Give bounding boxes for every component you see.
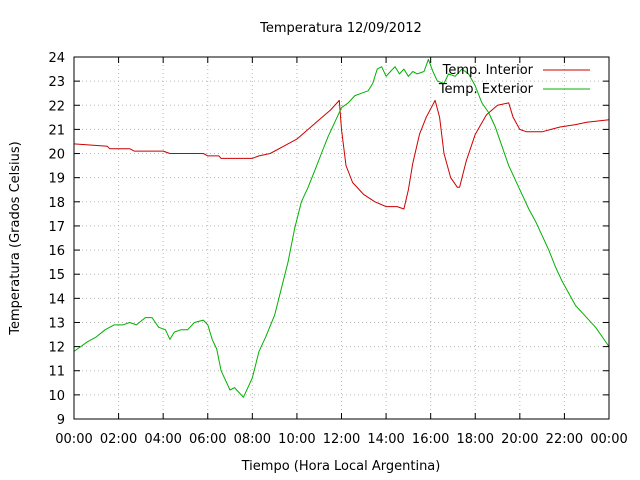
y-tick-label: 24 bbox=[48, 51, 65, 66]
y-tick-label: 22 bbox=[48, 99, 65, 114]
legend-label-interior: Temp. Interior bbox=[442, 63, 534, 78]
x-tick-label: 14:00 bbox=[367, 432, 404, 447]
y-tick-label: 16 bbox=[48, 244, 65, 259]
plot-series bbox=[73, 58, 610, 398]
y-tick-label: 19 bbox=[48, 172, 65, 187]
grid-lines bbox=[74, 57, 609, 419]
y-tick-label: 15 bbox=[48, 268, 65, 283]
y-tick-label: 20 bbox=[48, 148, 65, 163]
x-tick-label: 00:00 bbox=[55, 432, 92, 447]
x-tick-label: 10:00 bbox=[278, 432, 315, 447]
x-tick-label: 08:00 bbox=[234, 432, 271, 447]
legend-label-exterior: Temp. Exterior bbox=[438, 82, 534, 97]
x-axis-label: Tiempo (Hora Local Argentina) bbox=[241, 459, 441, 474]
y-tick-label: 10 bbox=[48, 389, 65, 404]
y-axis-label: Temperatura (Grados Celsius) bbox=[8, 141, 23, 335]
x-tick-label: 18:00 bbox=[457, 432, 494, 447]
axis-ticks: 9 10 11 12 13 14 15 16 17 18 19 20 21 22 23 24 00:00 02:0… bbox=[48, 51, 627, 447]
x-tick-label: 16:00 bbox=[412, 432, 449, 447]
x-tick-label: 02:00 bbox=[100, 432, 137, 447]
legend: Temp. Interior Temp. Exterior bbox=[438, 63, 590, 97]
series-line-exterior bbox=[73, 58, 610, 398]
series-line-interior bbox=[73, 99, 610, 210]
x-tick-label: 20:00 bbox=[501, 432, 538, 447]
y-tick-label: 13 bbox=[48, 316, 65, 331]
x-tick-label: 00:00 bbox=[590, 432, 627, 447]
y-tick-label: 18 bbox=[48, 196, 65, 211]
y-tick-label: 23 bbox=[48, 75, 65, 90]
x-tick-label: 04:00 bbox=[144, 432, 181, 447]
x-tick-label: 12:00 bbox=[323, 432, 360, 447]
y-tick-label: 21 bbox=[48, 123, 65, 138]
y-tick-label: 9 bbox=[57, 413, 65, 428]
y-tick-label: 14 bbox=[48, 292, 65, 307]
y-tick-label: 11 bbox=[48, 365, 65, 380]
y-tick-label: 17 bbox=[48, 220, 65, 235]
chart-title: Temperatura 12/09/2012 bbox=[259, 21, 422, 36]
x-tick-label: 06:00 bbox=[189, 432, 226, 447]
y-tick-label: 12 bbox=[48, 341, 65, 356]
x-tick-label: 22:00 bbox=[546, 432, 583, 447]
